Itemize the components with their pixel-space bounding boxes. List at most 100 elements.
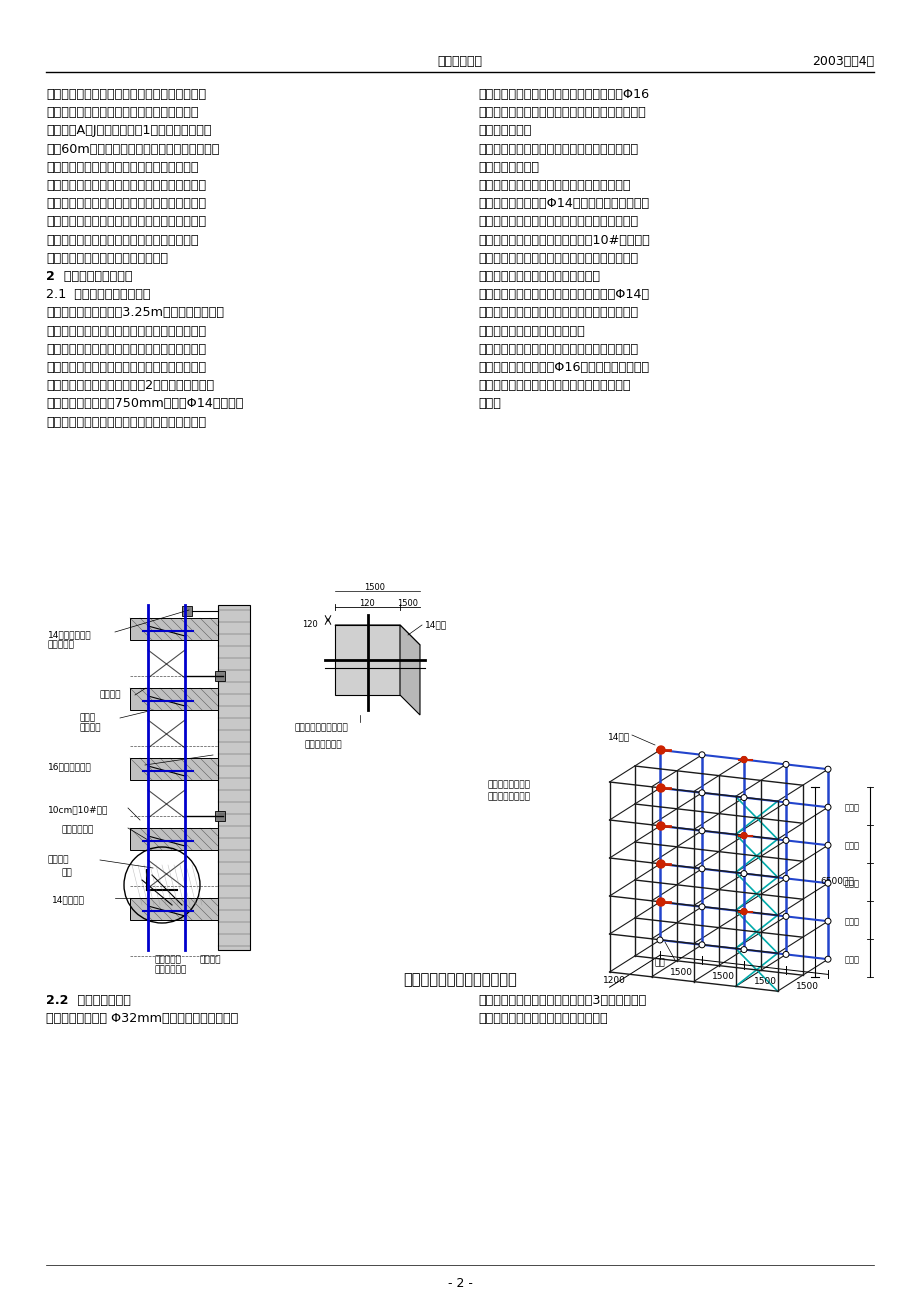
Polygon shape [400, 625, 420, 715]
Text: 14螺栓藏在吊顶: 14螺栓藏在吊顶 [48, 630, 92, 639]
Circle shape [656, 898, 664, 906]
Circle shape [782, 875, 789, 881]
Text: 内加双螺母: 内加双螺母 [48, 641, 74, 648]
Text: 10cm长10#角钢: 10cm长10#角钢 [48, 805, 108, 814]
Text: 第一步：利用下层架体搭设附加立杆，剔凿: 第一步：利用下层架体搭设附加立杆，剔凿 [478, 143, 638, 156]
Text: 位置处剔凿至结构楼板，见图2），上方靠穿过楼: 位置处剔凿至结构楼板，见图2），上方靠穿过楼 [46, 379, 214, 392]
Text: 搭设目安全网: 搭设目安全网 [154, 965, 187, 974]
Circle shape [740, 871, 746, 876]
Text: 斜撑连件: 斜撑连件 [48, 855, 70, 865]
Text: 第二部上的小横杆焊接，（此连墙杆件隔跨设: 第二部上的小横杆焊接，（此连墙杆件隔跨设 [478, 379, 630, 392]
Text: 悬挑楼板处脚手架搭设示意图: 悬挑楼板处脚手架搭设示意图 [403, 973, 516, 987]
Circle shape [782, 762, 789, 767]
Circle shape [698, 866, 704, 872]
Text: 架即可。A、J区（见上页图1）高度自三层起算: 架即可。A、J区（见上页图1）高度自三层起算 [46, 125, 211, 138]
Text: 骤基本同框架结构悬挑阳台部分架体。: 骤基本同框架结构悬挑阳台部分架体。 [478, 1012, 607, 1025]
Text: 顶在悬挑出的楼层结构上（窗台为砖块，将立杆: 顶在悬挑出的楼层结构上（窗台为砖块，将立杆 [46, 361, 206, 374]
Circle shape [824, 805, 830, 810]
Text: 第一步: 第一步 [844, 956, 858, 965]
Text: 每段立杆间断开: 每段立杆间断开 [305, 740, 342, 749]
Text: 一段进行搭设，各段之间完全断开，每段内分成: 一段进行搭设，各段之间完全断开，每段内分成 [46, 324, 206, 337]
Text: 置）。: 置）。 [478, 397, 500, 410]
Circle shape [740, 756, 746, 763]
Text: 二层以上层高均为3.25m，脚手架按两层为: 二层以上层高均为3.25m，脚手架按两层为 [46, 306, 223, 319]
Text: 斜撑: 斜撑 [62, 868, 73, 878]
Circle shape [656, 861, 663, 867]
Text: 层附墙式外脚手架，主要方案如下：: 层附墙式外脚手架，主要方案如下： [46, 251, 168, 264]
Text: 搭设立杆大横杆，及此段架体内其它三步内的杆: 搭设立杆大横杆，及此段架体内其它三步内的杆 [478, 215, 638, 228]
Text: 120: 120 [358, 599, 374, 608]
Text: - 2 -: - 2 - [447, 1277, 472, 1290]
Circle shape [740, 832, 746, 838]
Text: 房部分外侧结合安全通道搭设普通双排外脚手: 房部分外侧结合安全通道搭设普通双排外脚手 [46, 107, 199, 120]
Text: 剔凿至结构层: 剔凿至结构层 [62, 825, 94, 835]
Text: 1500: 1500 [753, 978, 776, 986]
Text: 室内房间。由于甲方要求施工时脚手架不能影响: 室内房间。由于甲方要求施工时脚手架不能影响 [46, 197, 206, 210]
Text: 四步架，一层两步。架体每根立杆位置处下方支: 四步架，一层两步。架体每根立杆位置处下方支 [46, 342, 206, 355]
Polygon shape [335, 625, 400, 695]
Circle shape [824, 956, 830, 962]
Text: 并根据保利大厦的结构特点设计了一种新的高: 并根据保利大厦的结构特点设计了一种新的高 [46, 233, 199, 246]
Text: 第三步：在悬挑板外沿梁上打孔固定Φ14穿: 第三步：在悬挑板外沿梁上打孔固定Φ14穿 [478, 288, 649, 301]
Text: 120: 120 [301, 620, 317, 629]
Circle shape [698, 790, 704, 796]
Text: 1500: 1500 [795, 982, 818, 991]
Text: 2.2  混凝土结构墙处: 2.2 混凝土结构墙处 [46, 993, 130, 1006]
Text: 2003年第4期: 2003年第4期 [811, 55, 873, 68]
Bar [218, 605, 250, 950]
Text: 立杆内侧满: 立杆内侧满 [154, 954, 182, 963]
Text: 第四步: 第四步 [844, 841, 858, 850]
Circle shape [824, 880, 830, 887]
Text: （室内一侧隐藏在吊顶内，不影响室内使用）。: （室内一侧隐藏在吊顶内，不影响室内使用）。 [46, 415, 206, 428]
Text: 室内办公等使用，为满足甲方要求及施工需要，: 室内办公等使用，为满足甲方要求及施工需要， [46, 215, 206, 228]
Text: 第二步: 第二步 [844, 918, 858, 927]
Circle shape [656, 785, 663, 792]
Text: 墙螺栓并与架体立杆拉结，螺栓弯勾端头用短钢: 墙螺栓并与架体立杆拉结，螺栓弯勾端头用短钢 [478, 306, 638, 319]
Circle shape [740, 909, 746, 914]
Bar [130, 828, 218, 850]
Text: 结构架: 结构架 [80, 713, 96, 723]
Text: 1500: 1500 [669, 967, 692, 976]
Text: 14膨胀螺栓: 14膨胀螺栓 [52, 894, 85, 904]
Text: 出放置角钢位置。: 出放置角钢位置。 [478, 161, 539, 173]
Text: 外侧房间，其它用的悬挑架、插口架等也会占用: 外侧房间，其它用的悬挑架、插口架等也会占用 [46, 178, 206, 191]
Circle shape [782, 914, 789, 919]
Circle shape [656, 861, 664, 868]
Text: 螺栓外侧与小横杆钢管焊上，内侧置于吊顶内）。: 螺栓外侧与小横杆钢管焊上，内侧置于吊顶内）。 [478, 107, 645, 120]
Text: 剖凿出放置角钢的位置: 剖凿出放置角钢的位置 [295, 723, 348, 732]
Bar [215, 671, 225, 681]
Circle shape [824, 766, 830, 772]
Text: 14螺栓: 14螺栓 [607, 732, 630, 741]
Text: 第二步：将焊好钢的小横杆放置在悬挑板: 第二步：将焊好钢的小横杆放置在悬挑板 [478, 178, 630, 191]
Text: 再在其上拉设受力杆件（见下页图3）。其搭设步: 再在其上拉设受力杆件（见下页图3）。其搭设步 [478, 993, 645, 1006]
Text: 三层以上搭设悬挑类的脚手架，三层以下包括裙: 三层以上搭设悬挑类的脚手架，三层以下包括裙 [46, 89, 206, 102]
Bar [130, 687, 218, 710]
Circle shape [740, 832, 746, 838]
Text: 须分段悬挑这样势必会占用大楼中间两层以上: 须分段悬挑这样势必会占用大楼中间两层以上 [46, 161, 199, 173]
Text: 2  高层脚手架搭设形式: 2 高层脚手架搭设形式 [46, 270, 132, 283]
Circle shape [824, 842, 830, 848]
Text: 建厂科技交流: 建厂科技交流 [437, 55, 482, 68]
Bar [130, 618, 218, 641]
Text: 只能有一层作业层: 只能有一层作业层 [487, 792, 530, 801]
Text: 第四步：拆除附加立杆，在架体第二步处的: 第四步：拆除附加立杆，在架体第二步处的 [478, 342, 638, 355]
Circle shape [656, 823, 663, 829]
Text: 室内吊顶: 室内吊顶 [100, 690, 121, 699]
Circle shape [740, 794, 746, 801]
Circle shape [824, 918, 830, 924]
Text: 体与结构临时拉结上并预紧，在下部角钢上焊接: 体与结构临时拉结上并预紧，在下部角钢上焊接 [478, 251, 638, 264]
Text: 16螺栓作连墙点: 16螺栓作连墙点 [48, 762, 92, 771]
Text: 两层为一段每段内: 两层为一段每段内 [487, 780, 530, 789]
Circle shape [656, 898, 663, 905]
Text: 在架体第二步处各跨设置一道刚性连墙件（Φ16: 在架体第二步处各跨设置一道刚性连墙件（Φ16 [478, 89, 649, 102]
Text: 斜撑并与架体立杆用旋转扣件扣紧。: 斜撑并与架体立杆用旋转扣件扣紧。 [478, 270, 599, 283]
Circle shape [740, 947, 746, 953]
Circle shape [656, 937, 663, 943]
Text: 上下均用直径 Φ32mm的螺栓穿墙固定钢管，: 上下均用直径 Φ32mm的螺栓穿墙固定钢管， [46, 1012, 238, 1025]
Text: 筋焊接封闭，里侧双螺母打紧。: 筋焊接封闭，里侧双螺母打紧。 [478, 324, 584, 337]
Text: 第三步: 第三步 [844, 880, 858, 888]
Polygon shape [335, 625, 420, 644]
Text: 第五步: 第五步 [844, 803, 858, 812]
Text: 砖块窗台: 砖块窗台 [80, 723, 101, 732]
Text: 外沿梁上，并打孔用Φ14膨胀螺栓将角钢固定。: 外沿梁上，并打孔用Φ14膨胀螺栓将角钢固定。 [478, 197, 649, 210]
